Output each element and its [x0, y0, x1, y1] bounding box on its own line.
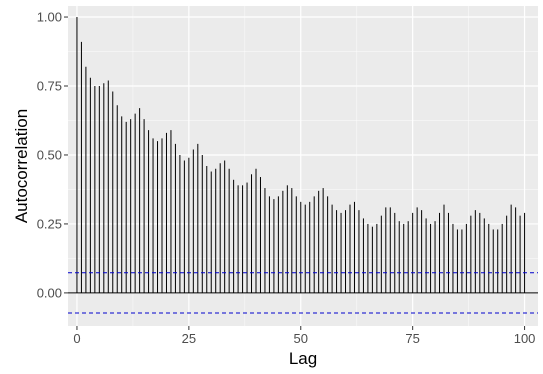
y-tick-label: 0.00 [37, 285, 62, 300]
x-axis-title: Lag [289, 349, 317, 368]
x-tick-label: 75 [405, 331, 419, 346]
x-tick-label: 50 [294, 331, 308, 346]
y-axis-ticks: 0.00 0.25 0.50 0.75 1.00 [37, 10, 68, 301]
y-tick-label: 0.75 [37, 79, 62, 94]
x-tick-label: 100 [514, 331, 536, 346]
x-tick-label: 25 [182, 331, 196, 346]
x-tick-label: 0 [73, 331, 80, 346]
plot-panel [68, 6, 538, 326]
y-tick-label: 0.25 [37, 216, 62, 231]
y-axis-title: Autocorrelation [12, 109, 31, 223]
y-tick-label: 1.00 [37, 10, 62, 25]
y-tick-label: 0.50 [37, 147, 62, 162]
x-axis-ticks: 0 25 50 75 100 [73, 326, 535, 346]
